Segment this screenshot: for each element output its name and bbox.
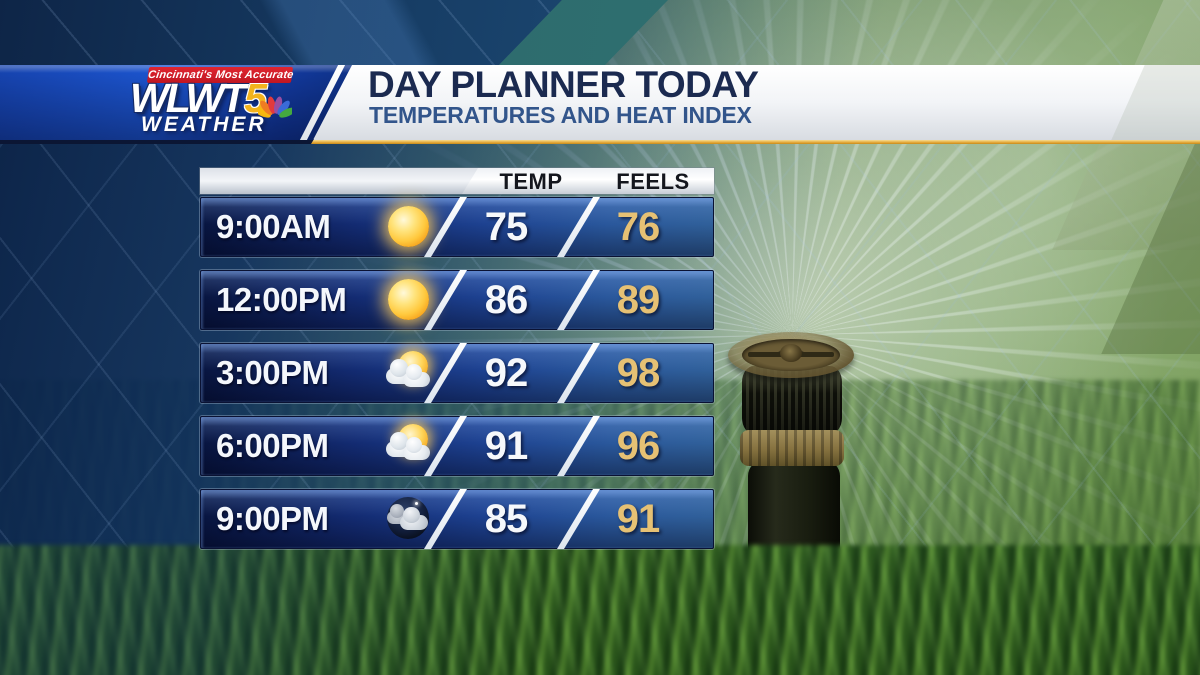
page-title: DAY PLANNER TODAY: [368, 64, 759, 105]
planner-row: 9:00AM 75 76: [200, 197, 714, 257]
gold-accent-line: [300, 140, 1200, 144]
weather-condition-icon: [386, 351, 432, 395]
temp-value: 92: [484, 351, 529, 395]
column-header-shade: [200, 168, 478, 194]
sun-icon: [388, 206, 429, 247]
temp-value: 75: [484, 205, 529, 249]
time-label: 6:00PM: [216, 427, 329, 464]
time-label: 9:00PM: [216, 500, 329, 537]
weather-brand-word: WEATHER: [141, 113, 267, 136]
weather-condition-icon: [386, 278, 432, 322]
planner-row: 3:00PM 92 98: [200, 343, 714, 403]
star-icon: [415, 502, 418, 505]
nbc-peacock-icon: [258, 96, 292, 118]
page-subtitle: TEMPERATURES AND HEAT INDEX: [369, 102, 752, 128]
top-navy-band: [0, 0, 562, 66]
feels-value: 76: [616, 205, 661, 249]
temp-column-label: TEMP: [499, 169, 563, 194]
temp-value: 86: [484, 278, 529, 322]
header-banner: [282, 65, 1200, 140]
night-cloud-icon: [400, 506, 428, 530]
weather-condition-icon: [386, 497, 432, 541]
planner-row: 12:00PM 86 89: [200, 270, 714, 330]
cloud-icon: [403, 363, 430, 387]
feels-value: 89: [616, 278, 661, 322]
cloud-icon: [403, 436, 430, 460]
temp-value: 91: [484, 424, 529, 468]
time-label: 3:00PM: [216, 354, 329, 391]
navy-accent-line: [0, 139, 314, 144]
sprinkler-cap-hub: [780, 344, 802, 362]
sun-icon: [388, 279, 429, 320]
station-callsign: WLWT5: [130, 75, 267, 121]
callsign-text: WLWT: [130, 75, 246, 121]
feels-value: 98: [616, 351, 661, 395]
time-label: 9:00AM: [216, 208, 331, 245]
feels-column-label: FEELS: [616, 169, 690, 194]
weather-condition-icon: [386, 205, 432, 249]
feels-value: 96: [616, 424, 661, 468]
grass-texture-foreground: [0, 545, 1200, 675]
sprinkler-ring-band: [740, 430, 844, 466]
planner-row: 9:00PM 85 91: [200, 489, 714, 549]
table-column-header: TEMP FEELS: [200, 168, 714, 194]
time-label: 12:00PM: [216, 281, 347, 318]
feels-value: 91: [616, 497, 661, 541]
weather-condition-icon: [386, 424, 432, 468]
planner-row: 6:00PM 91 96: [200, 416, 714, 476]
temp-value: 85: [484, 497, 529, 541]
